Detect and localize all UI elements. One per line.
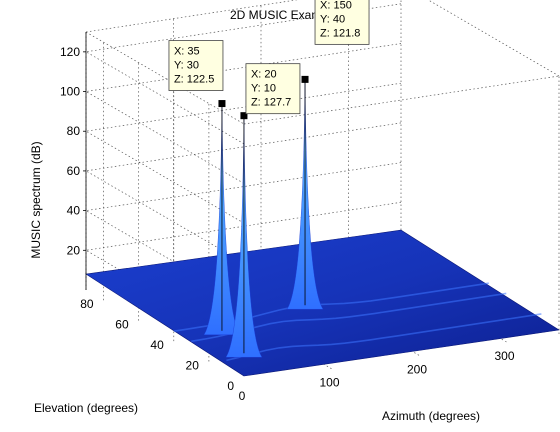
- y-tick-label: 20: [186, 359, 200, 373]
- z-gridline: [84, 3, 402, 145]
- surface: [85, 79, 560, 377]
- surface-ridge: [226, 313, 542, 362]
- x-tick-label: 200: [407, 362, 427, 376]
- datatip-text: Y: 40: [320, 13, 345, 25]
- datatip-text: X: 35: [174, 46, 200, 58]
- y-axis-label: Elevation (degrees): [34, 401, 138, 415]
- z-tick-label: 80: [67, 124, 81, 138]
- datatip-marker: [240, 112, 248, 120]
- box-edge: [427, 0, 560, 77]
- datatip-text: Z: 121.8: [320, 27, 360, 39]
- datatip-box: [314, 0, 370, 45]
- datatip-text: X: 20: [251, 69, 277, 81]
- y-tick-label: 60: [115, 318, 129, 332]
- datatip-text: Z: 127.7: [251, 97, 291, 109]
- datatip-text: Z: 122.5: [174, 74, 214, 86]
- x-tick-label: 300: [494, 349, 514, 363]
- z-tick-label: 60: [67, 164, 81, 178]
- x-axis-label: Azimuth (degrees): [382, 409, 480, 423]
- datatip-text: Y: 10: [251, 83, 276, 95]
- z-tick-label: 40: [67, 204, 81, 218]
- z-tick-label: 100: [60, 85, 80, 99]
- y-tick-label: 0: [227, 379, 234, 393]
- y-tick-label: 80: [80, 297, 94, 311]
- x-tick-label: 0: [239, 389, 246, 403]
- chart-title: 2D MUSIC Example: [230, 8, 338, 22]
- datatip-marker: [301, 75, 309, 83]
- data-tips: X: 35 Y: 30 Z: 122.5 X: 20 Y: 10 Z: 127.7 X: 1…: [168, 0, 370, 120]
- box-edge: [85, 31, 245, 125]
- datatip-marker: [218, 100, 226, 108]
- z-tick-label: 120: [60, 45, 80, 59]
- z-axis-label: MUSIC spectrum (dB): [29, 141, 43, 258]
- z-gridline: [84, 82, 402, 224]
- box-edge: [243, 75, 560, 125]
- z-gridline: [84, 122, 402, 264]
- datatip-box: [245, 63, 301, 115]
- z-gridline: [84, 43, 402, 184]
- axes: 20 40 60 80 100 120 0 100 200 300 0 20 40 60 80 MUSIC s…: [29, 32, 515, 423]
- datatip-box: [168, 40, 224, 91]
- datatip-text: X: 150: [320, 0, 352, 11]
- box-edge: [85, 0, 299, 33]
- datatip-text: Y: 30: [174, 60, 199, 72]
- z-tick-label: 20: [67, 243, 81, 257]
- x-tick-label: 100: [319, 376, 339, 390]
- y-tick-label: 40: [150, 338, 164, 352]
